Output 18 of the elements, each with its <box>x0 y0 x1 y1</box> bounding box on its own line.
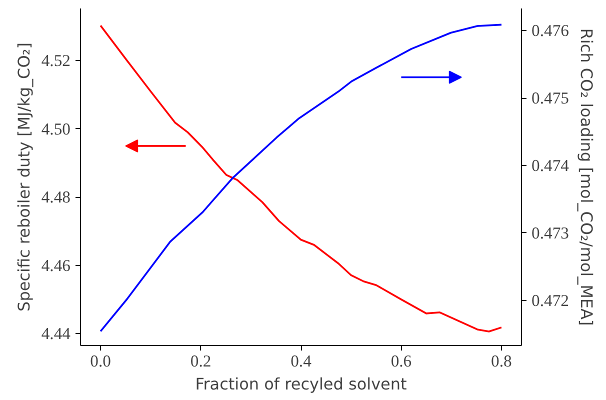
x-axis-title: Fraction of recyled solvent <box>195 374 407 394</box>
x-tick-label: 0.2 <box>190 352 212 370</box>
y2-tick-label: 0.473 <box>532 223 569 242</box>
x-tick-label: 0.0 <box>90 352 111 370</box>
y-tick-label: 4.48 <box>41 188 71 207</box>
y2-tick-label: 0.476 <box>532 21 569 40</box>
y2-axis-title: Rich CO₂ loading [mol_CO₂/mol_MEA] <box>576 28 596 326</box>
y-tick-label: 4.50 <box>41 119 71 138</box>
y-axis-title: Specific reboiler duty [MJ/kg_CO₂] <box>14 42 34 312</box>
y-tick-label: 4.46 <box>41 256 71 275</box>
y2-tick-label: 0.475 <box>532 88 569 108</box>
x-tick-label: 0.6 <box>390 352 412 370</box>
y2-tick-label: 0.472 <box>532 290 569 310</box>
x-tick-label: 0.4 <box>290 352 312 370</box>
y-tick-label: 4.52 <box>41 51 71 70</box>
y2-tick-label: 0.474 <box>532 156 570 176</box>
y-tick-label: 4.44 <box>41 324 72 344</box>
x-tick-label: 0.8 <box>491 352 512 370</box>
